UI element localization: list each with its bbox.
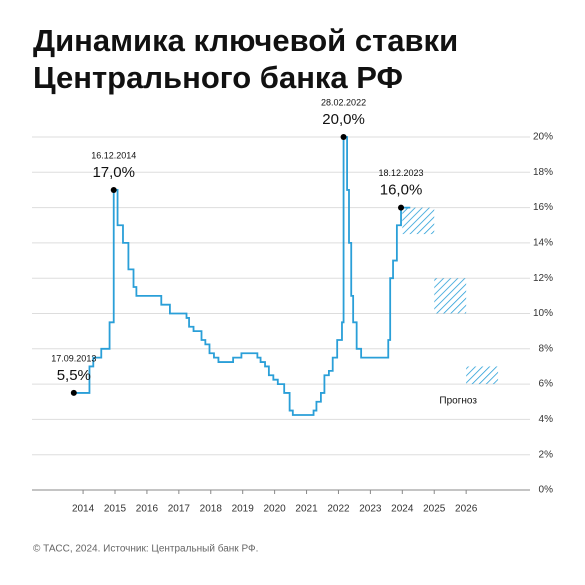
forecast-range xyxy=(402,207,435,235)
y-tick-label: 16% xyxy=(533,202,553,213)
y-tick-label: 10% xyxy=(533,308,553,319)
annotation-label: 16,0% xyxy=(380,182,423,199)
x-tick-label: 2017 xyxy=(168,504,191,515)
y-tick-label: 14% xyxy=(533,238,553,249)
y-tick-label: 20% xyxy=(533,132,553,143)
x-tick-label: 2023 xyxy=(359,504,382,515)
x-tick-label: 2025 xyxy=(423,504,446,515)
x-tick-label: 2026 xyxy=(455,504,478,515)
y-tick-label: 6% xyxy=(539,379,554,390)
x-tick-label: 2018 xyxy=(200,504,223,515)
y-tick-label: 18% xyxy=(533,167,553,178)
annotation-date: 17.09.2013 xyxy=(51,353,96,363)
x-tick-label: 2022 xyxy=(327,504,350,515)
forecast-range xyxy=(466,366,499,385)
chart-title: Центрального банка РФ xyxy=(33,60,403,95)
chart-title: Динамика ключевой ставки xyxy=(33,23,458,58)
rate-line xyxy=(73,136,411,416)
annotation-dot xyxy=(398,204,405,211)
x-tick-label: 2021 xyxy=(295,504,318,515)
annotation-dot xyxy=(110,186,117,193)
annotation-date: 16.12.2014 xyxy=(91,150,136,160)
y-tick-label: 4% xyxy=(539,414,554,425)
source-note: © ТАСС, 2024. Источник: Центральный банк… xyxy=(33,543,258,555)
y-tick-label: 8% xyxy=(539,343,554,354)
annotation-dot xyxy=(70,389,77,396)
x-tick-label: 2014 xyxy=(72,504,95,515)
x-tick-label: 2016 xyxy=(136,504,159,515)
y-tick-label: 0% xyxy=(539,485,554,496)
annotation-date: 28.02.2022 xyxy=(321,97,366,107)
annotation-label: 17,0% xyxy=(92,164,135,181)
annotation-label: 20,0% xyxy=(322,111,365,128)
annotation-dot xyxy=(340,134,347,140)
forecast-range xyxy=(434,278,467,314)
x-tick-label: 2020 xyxy=(263,504,286,515)
x-tick-label: 2024 xyxy=(391,504,414,515)
y-tick-label: 2% xyxy=(539,449,554,460)
forecast-label: Прогноз xyxy=(439,396,477,407)
x-tick-label: 2015 xyxy=(104,504,127,515)
annotation-date: 18.12.2023 xyxy=(379,168,424,178)
annotation-label: 5,5% xyxy=(57,367,91,384)
y-tick-label: 12% xyxy=(533,273,553,284)
x-tick-label: 2019 xyxy=(232,504,255,515)
